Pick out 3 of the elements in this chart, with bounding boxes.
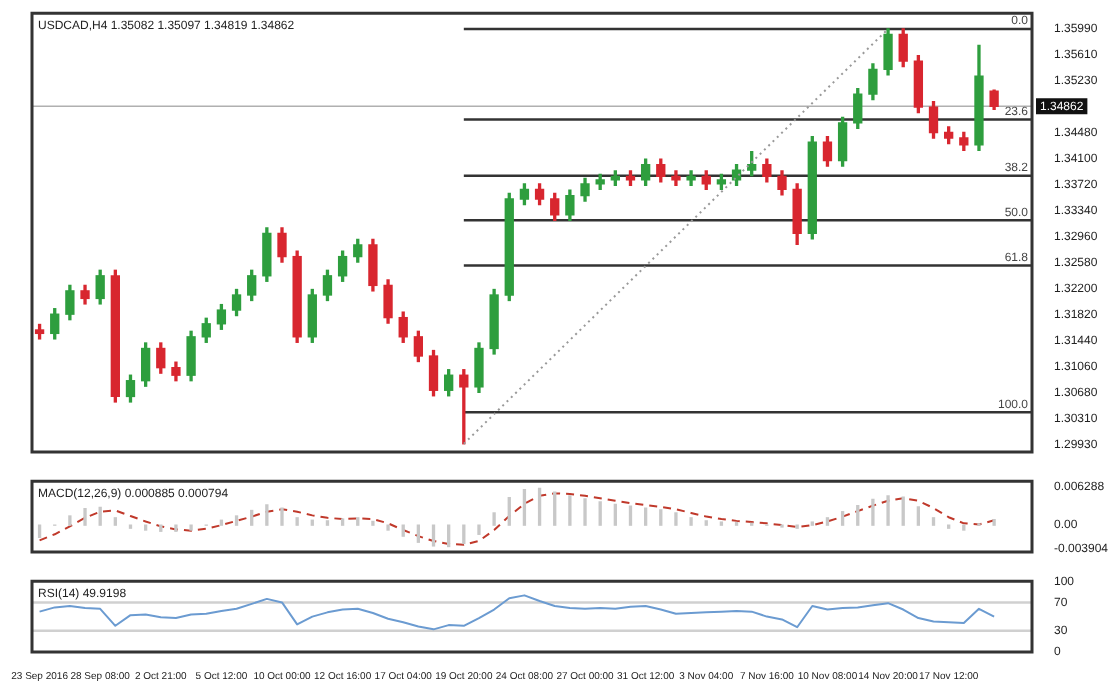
candlestick — [686, 170, 696, 186]
line-series — [38, 492, 996, 546]
candlestick — [671, 170, 681, 186]
